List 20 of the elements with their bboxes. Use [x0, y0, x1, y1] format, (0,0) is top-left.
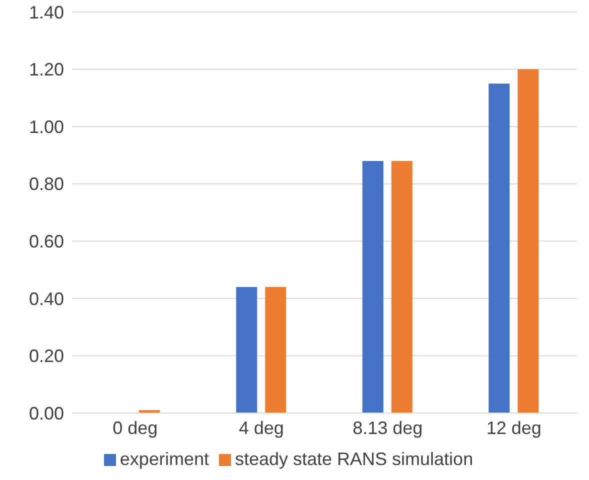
y-tick-label: 0.00	[28, 403, 64, 424]
x-tick-label: 8.13 deg	[352, 418, 423, 438]
x-tick-label: 4 deg	[238, 418, 284, 438]
legend-label: steady state RANS simulation	[234, 449, 474, 469]
bar	[391, 160, 412, 413]
bar	[518, 69, 539, 413]
legend-label: experiment	[120, 449, 209, 469]
y-tick-label: 0.80	[28, 174, 64, 194]
y-tick-label: 0.40	[28, 288, 64, 309]
y-tick-label: 1.20	[28, 60, 64, 80]
y-tick-label: 0.60	[28, 232, 64, 252]
y-tick-label: 1.00	[28, 116, 64, 137]
x-tick-label: 12 deg	[486, 418, 542, 438]
x-tick-label: 0 deg	[112, 418, 158, 438]
y-tick-label: 1.40	[28, 2, 64, 22]
bar	[488, 84, 510, 413]
bar	[236, 286, 258, 413]
bar	[362, 160, 384, 413]
y-tick-label: 0.20	[28, 346, 64, 366]
bar	[265, 286, 286, 413]
